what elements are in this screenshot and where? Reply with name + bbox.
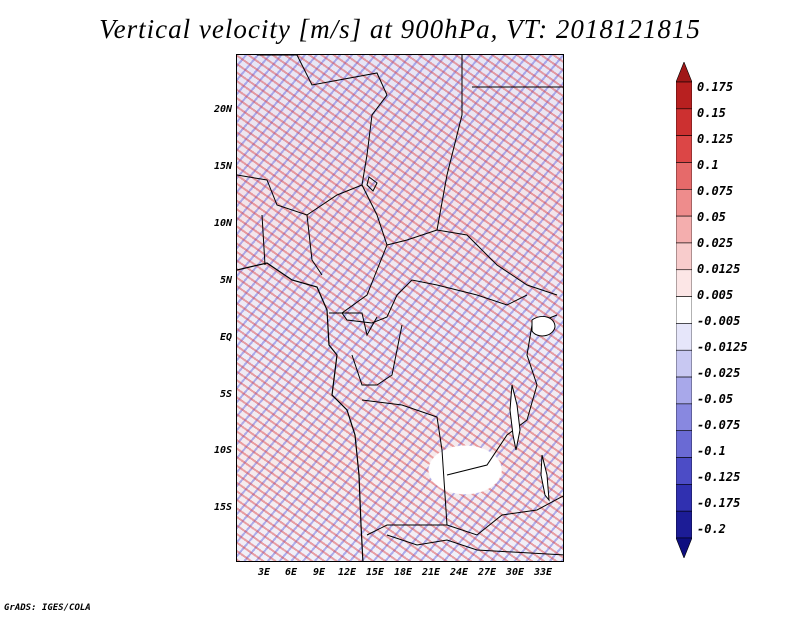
colorbar-label: -0.175 [697, 496, 741, 510]
colorbar [676, 62, 692, 558]
country-border [446, 314, 558, 476]
colorbar-label: 0.125 [697, 132, 734, 146]
colorbar-segment [676, 430, 692, 458]
lat-label: 10N [213, 218, 232, 229]
lat-label: 15N [213, 161, 232, 172]
colorbar-label: -0.0125 [697, 340, 748, 354]
colorbar-segment [676, 108, 692, 136]
colorbar-segment [676, 269, 692, 297]
colorbar-segment [676, 81, 692, 110]
colorbar-label: -0.2 [697, 522, 726, 536]
lat-label: 5S [219, 389, 232, 400]
colorbar-label: 0.075 [697, 184, 734, 198]
colorbar-segment [676, 510, 692, 539]
lake-tanganyika [509, 384, 521, 451]
colorbar-segment [676, 349, 692, 378]
coastline [237, 262, 364, 561]
lon-label: 21E [421, 567, 441, 578]
lat-label: EQ [219, 332, 232, 343]
colorbar-label: -0.075 [697, 418, 741, 432]
colorbar-label: -0.005 [697, 314, 741, 328]
colorbar-label: -0.025 [697, 366, 741, 380]
lat-label: 15S [213, 502, 232, 513]
lon-label: 33E [533, 567, 553, 578]
map-title: Vertical velocity [m/s] at 900hPa, VT: 2… [99, 14, 701, 44]
colorbar-segment [676, 296, 692, 324]
country-border [436, 55, 463, 231]
colorbar-label: 0.005 [697, 288, 734, 302]
colorbar-label: 0.025 [697, 236, 734, 250]
country-border [446, 495, 563, 536]
lon-label: 24E [449, 567, 469, 578]
lat-label: 20N [213, 104, 232, 115]
colorbar-label: 0.175 [697, 80, 734, 94]
colorbar-segment [676, 135, 692, 163]
country-border [386, 534, 563, 556]
colorbar-segment [676, 457, 692, 485]
colorbar-label: 0.05 [697, 210, 726, 224]
boundaries-layer [237, 55, 563, 561]
lon-label: 3E [257, 567, 271, 578]
lake-victoria [531, 316, 556, 337]
lon-label: 6E [284, 567, 298, 578]
country-border [237, 55, 363, 216]
country-border [261, 214, 323, 276]
country-border [296, 55, 558, 296]
lat-label: 10S [213, 445, 232, 456]
colorbar-segment [676, 188, 692, 217]
country-border [341, 244, 528, 324]
colorbar-segment [676, 62, 692, 83]
lon-label: 9E [312, 567, 326, 578]
lat-label: 5N [219, 275, 232, 286]
country-border [329, 312, 378, 337]
country-border [351, 324, 403, 386]
colorbar-segment [676, 162, 692, 190]
country-border [361, 399, 448, 536]
colorbar-segment [676, 323, 692, 351]
lon-label: 18E [393, 567, 413, 578]
lake-malawi [540, 454, 550, 502]
colorbar-segment [676, 376, 692, 405]
colorbar-label: 0.1 [697, 158, 719, 172]
lon-label: 27E [477, 567, 497, 578]
colorbar-segment [676, 403, 692, 432]
lake-chad [366, 176, 378, 192]
colorbar-segment [676, 537, 692, 558]
lon-label: 30E [505, 567, 525, 578]
colorbar-segment [676, 242, 692, 271]
colorbar-segment [676, 484, 692, 512]
footer-credit: GrADS: IGES/COLA [4, 603, 91, 613]
colorbar-label: -0.05 [697, 392, 734, 406]
colorbar-label: -0.125 [697, 470, 741, 484]
colorbar-segment [676, 215, 692, 244]
colorbar-label: 0.15 [697, 106, 726, 120]
map-panel[interactable] [236, 54, 564, 562]
lon-label: 12E [337, 567, 357, 578]
lon-label: 15E [365, 567, 385, 578]
colorbar-label: 0.0125 [697, 262, 741, 276]
colorbar-label: -0.1 [697, 444, 726, 458]
